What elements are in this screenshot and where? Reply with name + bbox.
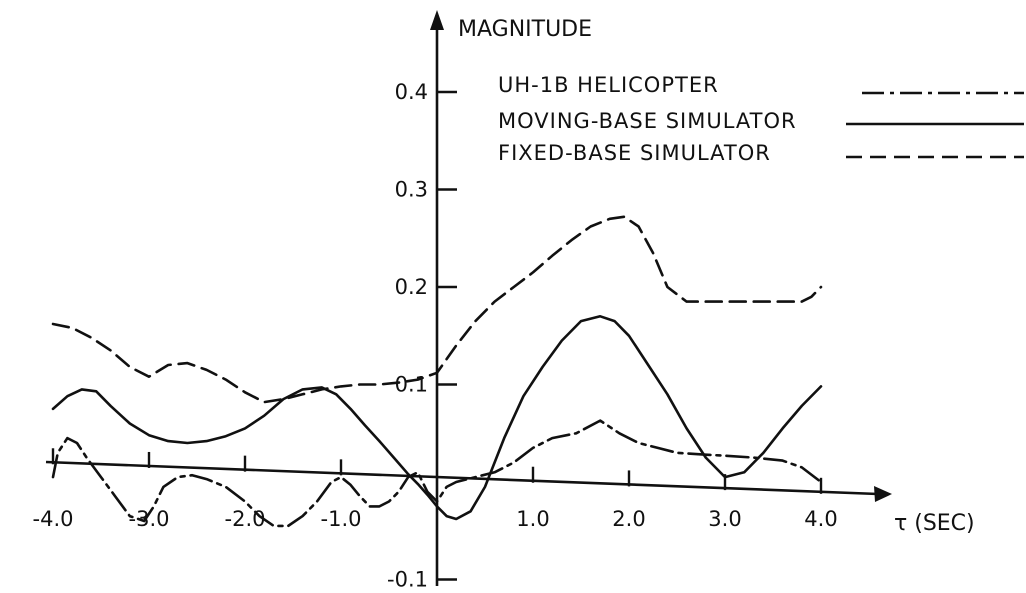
legend-label-helicopter: UH-1B HELICOPTER [498, 73, 719, 97]
x-tick-label: -2.0 [225, 507, 266, 531]
x-tick-label: -4.0 [33, 507, 74, 531]
legend-label-fixed-base: FIXED-BASE SIMULATOR [498, 141, 771, 165]
tick-labels: 0.4 0.3 0.2 0.1 -0.1 -4.0 -3.0 -2.0 -1.0 1.0 2.0 3.… [33, 80, 838, 592]
y-tick-label: 0.3 [395, 178, 428, 202]
legend: UH-1B HELICOPTER MOVING-BASE SIMULATOR F… [498, 73, 1024, 165]
x-tick-label: -1.0 [321, 507, 362, 531]
y-tick-label: -0.1 [387, 568, 428, 592]
y-axis-title: MAGNITUDE [458, 17, 592, 42]
x-axis-arrowhead [874, 486, 892, 502]
x-tick-label: -3.0 [129, 507, 170, 531]
y-axis-arrowhead [430, 10, 444, 30]
series-line-uh-1b-helicopter [51, 419, 823, 528]
plot-area [51, 215, 823, 528]
series-line-moving-base-simulator [51, 315, 823, 521]
y-tick-label: 0.2 [395, 275, 428, 299]
x-tick-label: 4.0 [804, 507, 837, 531]
x-tick-label: 2.0 [612, 507, 645, 531]
x-axis-line [45, 460, 879, 496]
y-tick-label: 0.4 [395, 80, 428, 104]
x-axis-title: τ (SEC) [894, 511, 975, 536]
legend-label-moving-base: MOVING-BASE SIMULATOR [498, 109, 797, 133]
y-tick-label: 0.1 [395, 373, 428, 397]
x-tick-label: 3.0 [708, 507, 741, 531]
series-line-fixed-base-simulator [51, 215, 823, 404]
x-tick-label: 1.0 [516, 507, 549, 531]
axes [45, 10, 892, 586]
